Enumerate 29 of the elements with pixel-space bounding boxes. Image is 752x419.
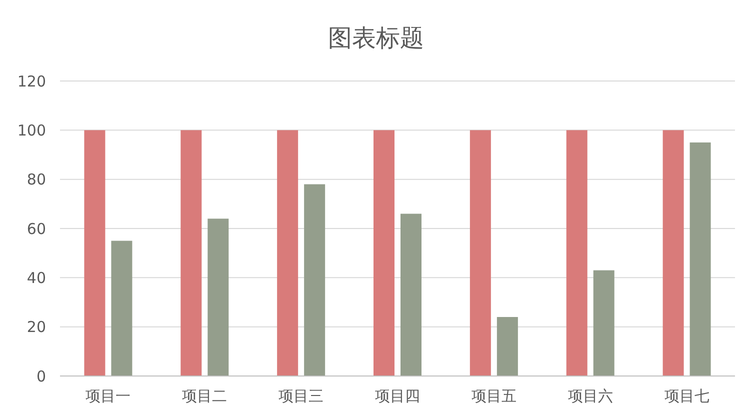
y-tick-label: 60 (26, 220, 46, 238)
bar (180, 130, 202, 376)
bar (111, 240, 132, 376)
y-tick-label: 80 (26, 170, 46, 189)
x-tick-label: 项目四 (375, 387, 420, 405)
x-tick-label: 项目一 (86, 387, 131, 405)
bar (496, 317, 518, 376)
bar (690, 142, 711, 376)
bar (566, 130, 588, 376)
bar (208, 218, 229, 376)
bar (84, 130, 106, 376)
y-tick-label: 100 (17, 121, 46, 140)
bar (374, 130, 394, 376)
bar (593, 270, 614, 376)
x-tick-label: 项目五 (471, 387, 516, 405)
y-tick-label: 40 (26, 268, 46, 287)
bar (400, 214, 422, 376)
x-tick-label: 项目六 (568, 387, 613, 405)
bar (662, 130, 684, 376)
y-tick-label: 20 (26, 318, 46, 336)
x-tick-label: 项目二 (182, 387, 228, 405)
x-tick-label: 项目七 (664, 387, 710, 405)
y-tick-label: 120 (17, 72, 46, 90)
chart-title: 图表标题 (328, 24, 424, 52)
bar (277, 130, 298, 376)
bar (304, 184, 326, 376)
x-tick-label: 项目三 (278, 387, 324, 405)
y-tick-label: 0 (36, 367, 46, 386)
bar (470, 130, 491, 376)
